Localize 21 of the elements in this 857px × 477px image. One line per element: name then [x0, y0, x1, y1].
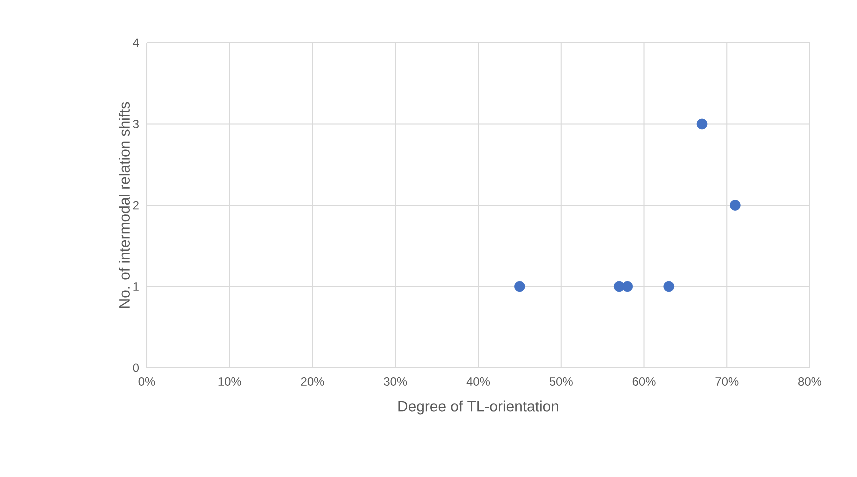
- point: [514, 281, 526, 292]
- x-tick-label: 70%: [716, 378, 739, 386]
- y-axis-title: No. of intermodal relation shifts: [119, 102, 130, 308]
- x-tick-label: 30%: [384, 378, 408, 386]
- y-tick-label: 3: [133, 120, 139, 128]
- y-tick-label: 1: [134, 282, 139, 291]
- x-tick-label: 10%: [218, 378, 242, 386]
- point: [696, 118, 708, 130]
- x-tick-label: 40%: [466, 378, 490, 386]
- x-tick-label: 20%: [301, 378, 324, 386]
- x-tick-label: 50%: [550, 378, 573, 386]
- y-tick-label: 4: [133, 38, 140, 48]
- point: [664, 281, 675, 292]
- x-axis-title: Degree of TL-orientation: [398, 400, 558, 415]
- x-tick-label: 80%: [798, 378, 822, 386]
- y-tick-label: 2: [133, 201, 139, 210]
- point: [730, 200, 741, 211]
- x-tick-label: 0%: [138, 378, 156, 386]
- point: [622, 281, 634, 292]
- x-tick-label: 60%: [632, 378, 656, 386]
- y-tick-label: 0: [133, 364, 140, 372]
